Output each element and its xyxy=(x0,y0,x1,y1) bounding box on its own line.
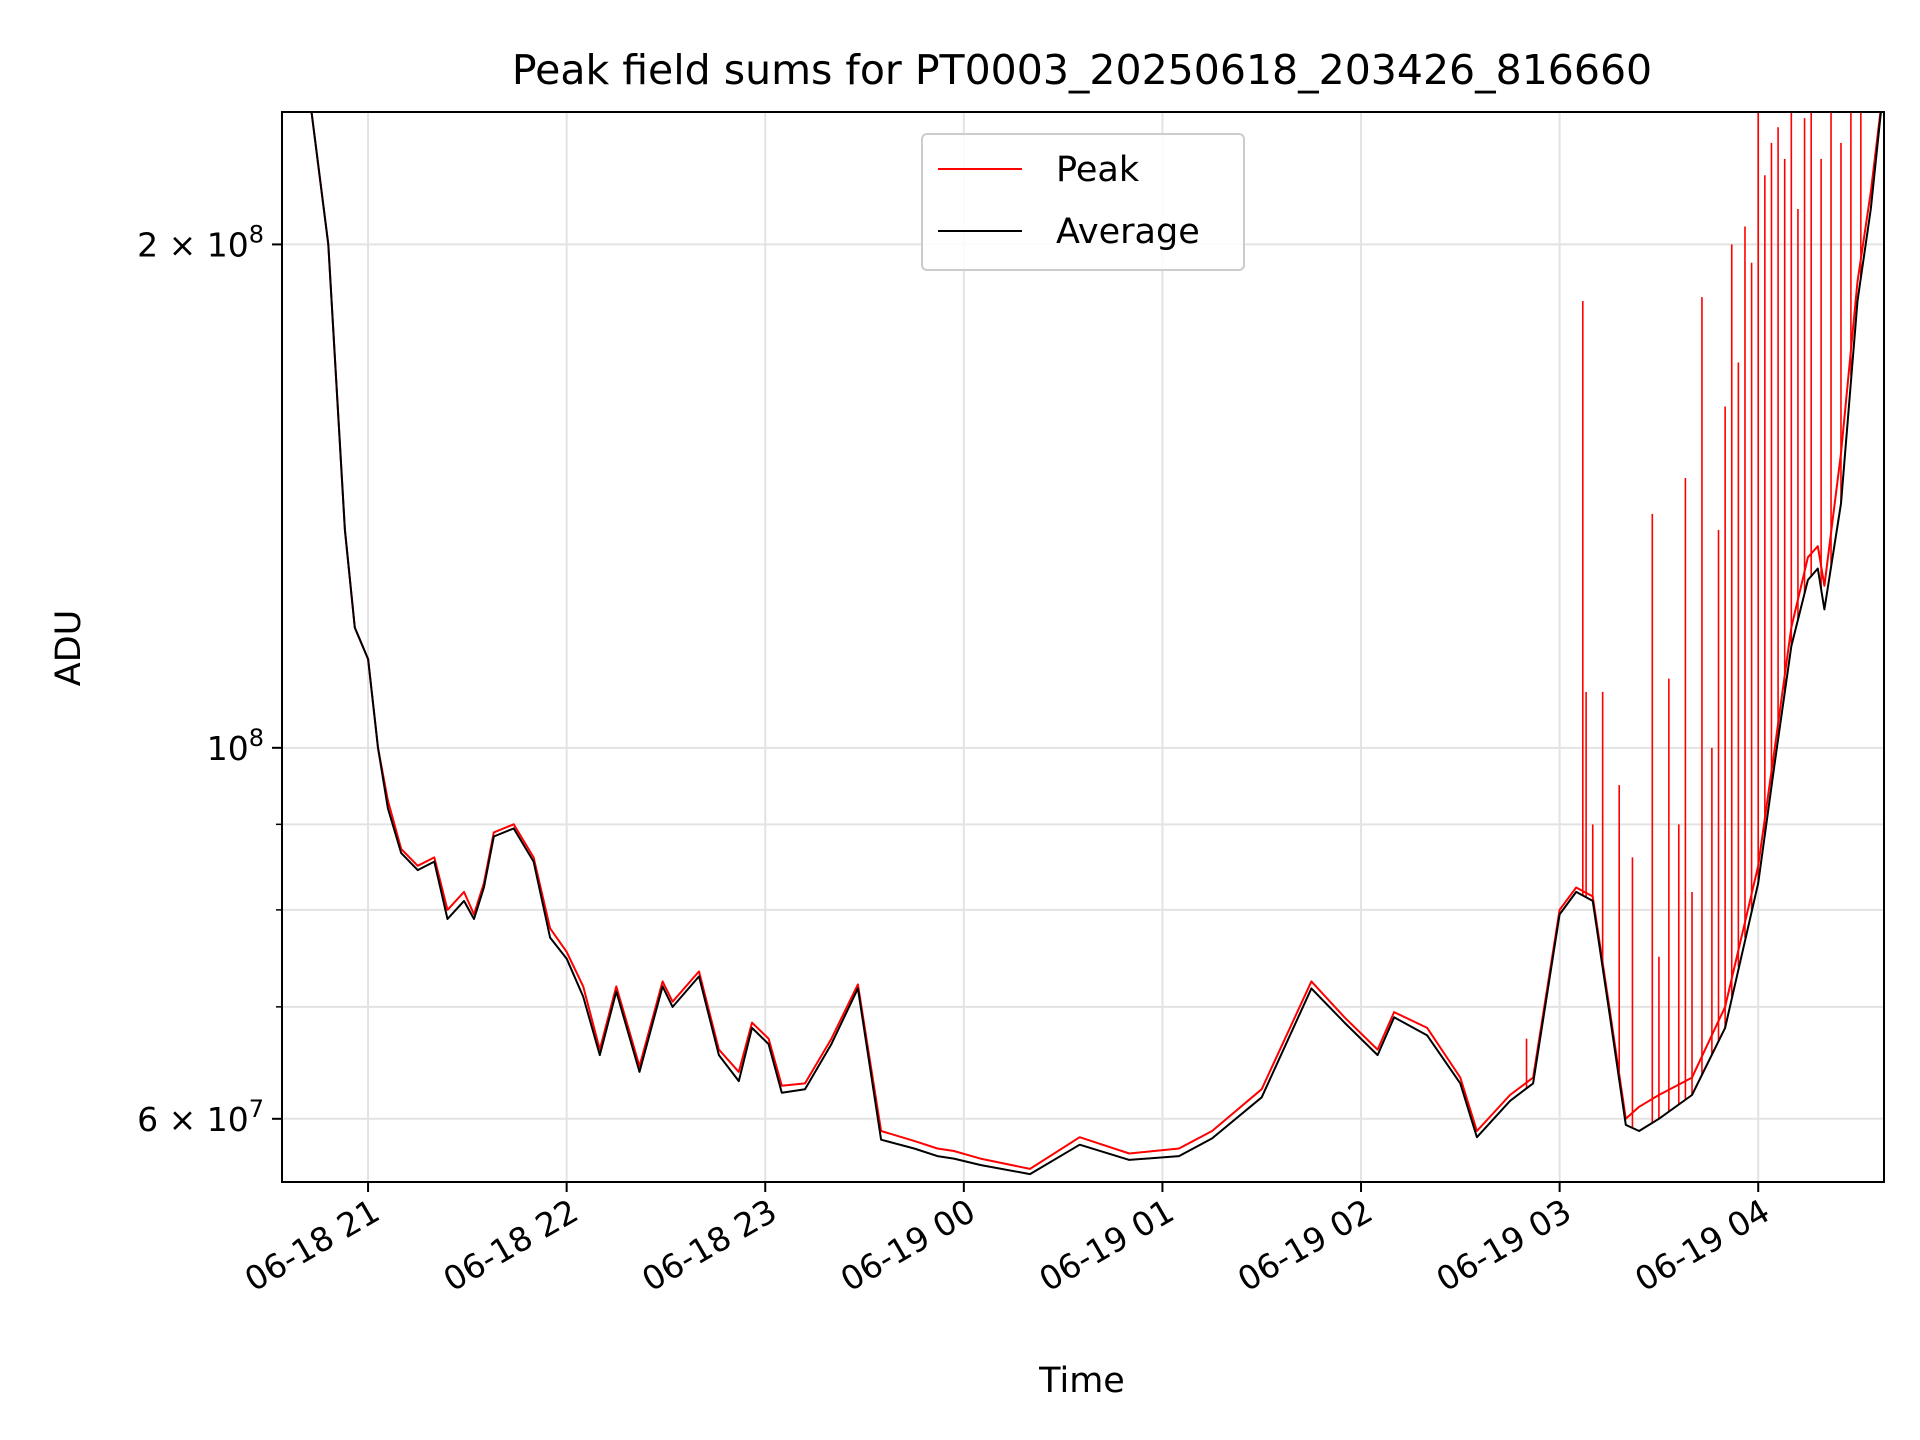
legend: Peak Average xyxy=(921,133,1245,271)
x-axis-label: Time xyxy=(1038,1361,1125,1401)
chart-title: Peak field sums for PT0003_20250618_2034… xyxy=(512,46,1652,94)
peak-spikes xyxy=(1525,112,1862,1128)
y-axis-label: ADU xyxy=(49,610,89,687)
y-tick-label: 6 × 107 xyxy=(137,1095,264,1139)
series-line-average xyxy=(310,112,1882,1176)
series-layer xyxy=(310,112,1882,1176)
series-line-peak xyxy=(310,112,1882,1170)
y-tick-label: 108 xyxy=(207,724,264,768)
legend-label-average: Average xyxy=(1056,212,1200,252)
legend-label-peak: Peak xyxy=(1056,150,1140,190)
y-tick-label: 2 × 108 xyxy=(137,220,264,264)
y-axis: 2 × 108 108 6 × 107 xyxy=(137,220,282,1139)
plot-frame xyxy=(281,111,1885,1183)
